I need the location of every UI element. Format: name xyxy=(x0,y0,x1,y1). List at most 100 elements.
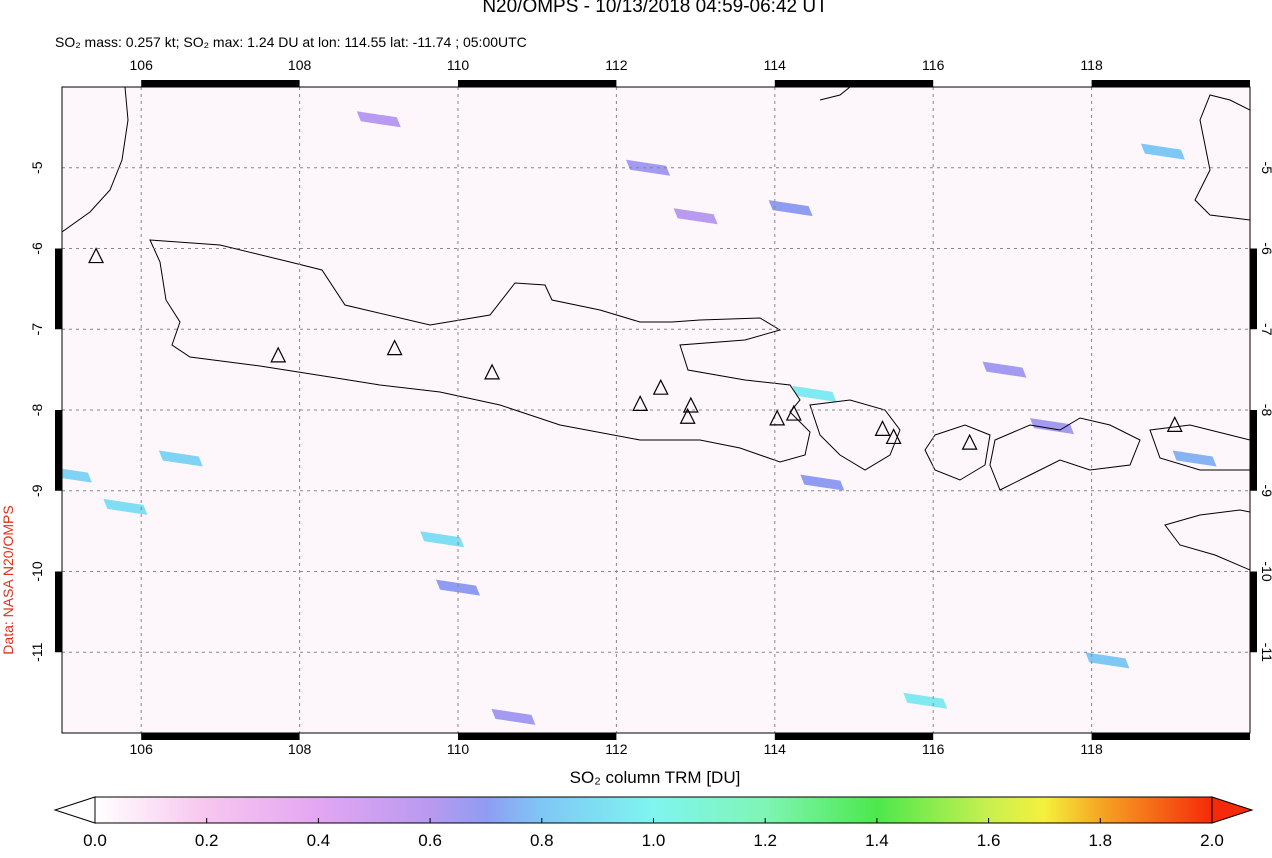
chart-subtitle: SO₂ mass: 0.257 kt; SO₂ max: 1.24 DU at … xyxy=(55,34,527,50)
y-tick-label: -11 xyxy=(1259,643,1272,662)
coast-bali xyxy=(809,399,901,471)
so2-pixel xyxy=(356,111,401,128)
colorbar-tick-label: 1.0 xyxy=(642,831,666,850)
frame-bar xyxy=(458,80,617,87)
volcano xyxy=(632,395,649,411)
so2-pixel xyxy=(800,474,845,491)
volcano xyxy=(386,339,403,356)
y-tick-label: -8 xyxy=(1259,404,1272,417)
so2-pixel xyxy=(1140,143,1185,160)
x-tick-label: 110 xyxy=(447,741,470,757)
frame-bar xyxy=(1091,80,1250,87)
colorbar: 0.0 0.2 0.4 0.6 0.8 1.0 1.2 1.4 1.6 1.8 2.0 xyxy=(53,796,1254,850)
colorbar-tick-label: 0.8 xyxy=(530,831,554,850)
volcano xyxy=(874,420,891,436)
x-tick-label: 116 xyxy=(922,57,945,73)
x-tick-label: 108 xyxy=(288,741,312,757)
x-tick-label: 108 xyxy=(288,57,312,73)
x-tick-label: 106 xyxy=(130,57,154,73)
frame-bar xyxy=(774,80,934,87)
credit: Data: NASA N20/OMPS xyxy=(0,505,16,654)
pixels xyxy=(62,111,1217,725)
coast-sumba xyxy=(1164,509,1250,571)
colorbar-tick-label: 2.0 xyxy=(1200,831,1224,850)
y-tick-label: -6 xyxy=(29,242,45,255)
x-tick-label: 112 xyxy=(605,57,628,73)
colorbar-label: SO₂ column TRM [DU] xyxy=(570,768,741,787)
coast-borneo xyxy=(819,87,1250,221)
coast-lombok xyxy=(924,424,991,481)
coast-flores xyxy=(1149,424,1250,471)
so2-pixel xyxy=(626,159,671,176)
x-tick-label: 112 xyxy=(605,741,628,757)
volcanoes xyxy=(88,247,1183,450)
frame-bar xyxy=(1250,410,1257,491)
volcano xyxy=(1166,416,1183,432)
volcano xyxy=(682,396,699,413)
so2-pixel xyxy=(768,200,813,217)
so2-pixel xyxy=(1085,652,1130,669)
frame-bar xyxy=(1250,571,1257,653)
x-tick-label: 114 xyxy=(764,741,787,757)
volcano xyxy=(88,247,105,264)
so2-pixel xyxy=(103,498,148,515)
colorbar-tick-label: 1.4 xyxy=(865,831,889,850)
colorbar-arrow-high xyxy=(1211,796,1254,824)
y-tick-label: -7 xyxy=(29,323,45,336)
y-tick-label: -9 xyxy=(29,484,45,497)
y-tick-label: -9 xyxy=(1259,485,1272,498)
frame-bar xyxy=(1091,733,1250,740)
y-tick-label: -10 xyxy=(29,561,45,581)
so2-pixel xyxy=(792,385,837,402)
y-tick-label: -8 xyxy=(29,404,45,417)
colorbar-tick-label: 0.2 xyxy=(195,831,219,850)
volcano xyxy=(679,407,696,424)
y-tick-label: -5 xyxy=(1259,162,1272,175)
colorbar-ramp xyxy=(94,796,1213,824)
x-tick-label: 110 xyxy=(447,57,470,73)
colorbar-tick-label: 1.2 xyxy=(753,831,777,850)
y-tick-label: -11 xyxy=(29,642,45,661)
x-tick-label: 106 xyxy=(130,741,154,757)
frame-bars xyxy=(55,80,1257,740)
y-tick-label: -10 xyxy=(1259,561,1272,581)
volcano xyxy=(484,363,501,380)
colorbar-tick-label: 0.6 xyxy=(418,831,442,850)
volcano xyxy=(769,409,786,426)
volcano xyxy=(785,404,802,421)
so2-pixel xyxy=(436,579,480,596)
x-tick-label: 116 xyxy=(922,741,945,757)
colorbar-tick-label: 1.8 xyxy=(1088,831,1112,850)
so2-pixel xyxy=(1172,450,1217,467)
y-tick-label: -7 xyxy=(1259,323,1272,336)
frame-bar xyxy=(141,80,300,87)
volcano xyxy=(270,346,287,363)
so2-pixel xyxy=(982,361,1027,378)
frame-bar xyxy=(458,733,617,740)
frame-bar xyxy=(141,733,300,740)
colorbar-tick-label: 0.4 xyxy=(307,831,331,850)
x-tick-label: 118 xyxy=(1080,741,1103,757)
colorbar-tick-label: 1.6 xyxy=(977,831,1001,850)
coast-java xyxy=(149,239,811,463)
frame-bar xyxy=(55,571,62,653)
volcano xyxy=(885,428,902,445)
colorbar-arrow-low xyxy=(53,796,96,824)
x-tick-label: 114 xyxy=(764,57,787,73)
volcano xyxy=(652,378,669,395)
frame-bar xyxy=(1250,248,1257,330)
x-tick-label: 118 xyxy=(1080,57,1103,73)
coast-sumbawa xyxy=(989,417,1141,491)
so2-pixel xyxy=(62,468,92,483)
so2-pixel xyxy=(420,531,465,548)
coastlines xyxy=(62,87,1250,571)
frame-bar xyxy=(55,410,62,491)
so2-pixel xyxy=(673,208,718,225)
colorbar-tick-label: 0.0 xyxy=(83,831,107,850)
so2-pixel xyxy=(491,708,536,725)
y-tick-label: -6 xyxy=(1259,242,1272,255)
so2-pixel xyxy=(158,450,203,467)
volcano xyxy=(961,433,978,450)
